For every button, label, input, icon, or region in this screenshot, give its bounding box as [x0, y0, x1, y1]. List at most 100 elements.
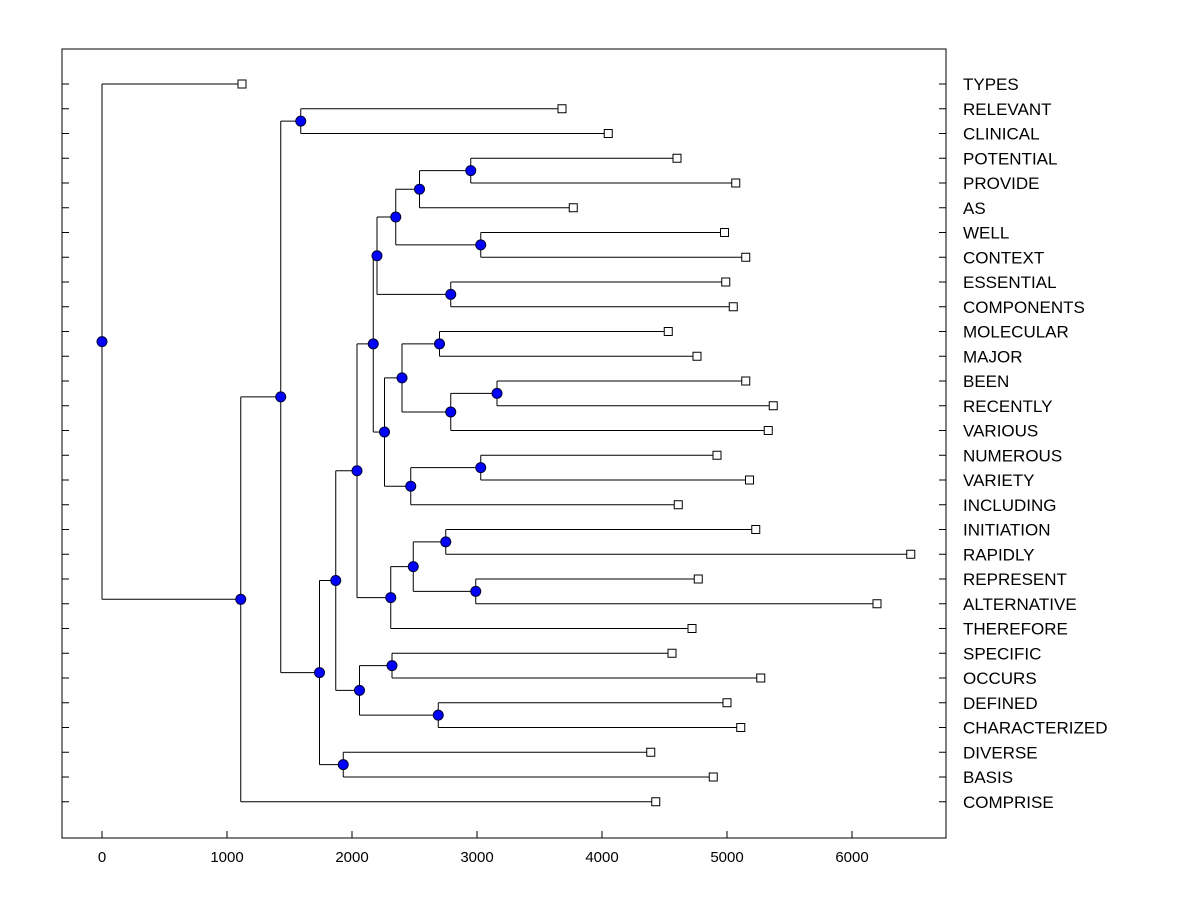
dendrogram-links [101, 83, 907, 803]
merge-node [445, 406, 457, 418]
leaf-label: BEEN [963, 372, 1009, 391]
leaf-label: RELEVANT [963, 100, 1052, 119]
leaf-marker [651, 797, 661, 807]
x-tick-label: 5000 [710, 849, 743, 866]
merge-node [295, 115, 307, 127]
merge-node [275, 391, 287, 403]
plot-frame [61, 48, 947, 839]
leaf-label: RECENTLY [963, 397, 1052, 416]
leaf-marker [768, 401, 778, 411]
merge-node [475, 239, 487, 251]
merge-node [432, 709, 444, 721]
leaf-marker [692, 351, 702, 361]
merge-node [475, 462, 487, 474]
leaf-label: VARIOUS [963, 422, 1038, 441]
leaf-marker [731, 178, 741, 188]
x-tick-label: 4000 [585, 849, 618, 866]
leaf-label: CHARACTERIZED [963, 719, 1108, 738]
leaf-label: MOLECULAR [963, 323, 1069, 342]
merge-node [367, 338, 379, 350]
merge-node [414, 183, 425, 195]
merge-nodes [96, 115, 503, 771]
leaf-label: CONTEXT [963, 248, 1044, 267]
leaf-marker [687, 624, 697, 633]
x-axis: 0 1000 2000 3000 4000 5000 6000 [98, 831, 869, 866]
leaf-marker [741, 252, 751, 262]
leaf-label: REPRESENT [963, 570, 1067, 589]
merge-node [396, 372, 408, 384]
leaf-label: TYPES [963, 75, 1019, 94]
leaf-label: WELL [963, 224, 1009, 243]
leaf-marker [663, 327, 673, 336]
leaf-label: THEREFORE [963, 620, 1068, 639]
leaf-marker [736, 723, 746, 732]
leaf-marker [603, 129, 613, 138]
leaf-marker [728, 302, 738, 312]
leaf-label: COMPRISE [963, 793, 1054, 812]
leaf-marker [741, 376, 751, 386]
leaf-marker [756, 673, 766, 683]
leaf-labels: TYPES RELEVANT CLINICAL POTENTIAL PROVIDE AS W… [963, 75, 1108, 812]
leaf-marker [557, 104, 567, 114]
leaf-marker [722, 698, 732, 708]
merge-node [314, 667, 325, 679]
leaf-marker [721, 277, 731, 287]
leaf-label: ESSENTIAL [963, 273, 1057, 292]
merge-node [440, 536, 452, 548]
left-tick-marks [62, 83, 69, 803]
leaf-marker [872, 599, 882, 609]
leaf-marker [646, 747, 656, 757]
leaf-marker [667, 648, 677, 658]
leaf-label: COMPONENTS [963, 298, 1085, 317]
leaf-marker [673, 500, 683, 510]
leaf-marker [568, 203, 578, 213]
leaf-marker [751, 525, 761, 534]
merge-node [407, 561, 419, 573]
merge-node [385, 592, 397, 604]
leaf-markers [237, 79, 916, 807]
merge-node [354, 684, 365, 696]
leaf-marker [720, 228, 729, 237]
leaf-label: AS [963, 199, 986, 218]
leaf-marker [712, 450, 722, 460]
leaf-label: OCCURS [963, 669, 1037, 688]
leaf-label: MAJOR [963, 347, 1023, 366]
merge-node [386, 660, 398, 672]
right-tick-marks [939, 83, 946, 803]
leaf-label: POTENTIAL [963, 149, 1057, 168]
leaf-label: VARIETY [963, 471, 1034, 490]
merge-node [470, 585, 482, 597]
leaf-label: INCLUDING [963, 496, 1057, 515]
leaf-label: PROVIDE [963, 174, 1040, 193]
merge-node [445, 288, 457, 300]
merge-node [96, 336, 108, 348]
merge-node [405, 480, 417, 492]
leaf-label: BASIS [963, 768, 1013, 787]
merge-node [371, 250, 383, 262]
x-tick-label: 2000 [335, 849, 368, 866]
leaf-label: NUMEROUS [963, 446, 1062, 465]
merge-node [330, 575, 342, 587]
leaf-marker [763, 426, 773, 435]
leaf-label: SPECIFIC [963, 644, 1041, 663]
merge-node [351, 465, 363, 477]
leaf-marker [693, 574, 703, 584]
merge-node [491, 387, 503, 399]
leaf-marker [708, 772, 718, 782]
x-tick-label: 0 [98, 849, 106, 866]
leaf-label: RAPIDLY [963, 545, 1035, 564]
leaf-marker [672, 153, 682, 163]
merge-node [379, 426, 390, 438]
x-tick-label: 3000 [460, 849, 493, 866]
leaf-label: ALTERNATIVE [963, 595, 1077, 614]
leaf-label: INITIATION [963, 521, 1051, 540]
leaf-label: DEFINED [963, 694, 1038, 713]
leaf-label: CLINICAL [963, 125, 1040, 144]
merge-node [235, 593, 247, 605]
merge-node [434, 338, 445, 350]
merge-node [390, 211, 402, 223]
leaf-marker [237, 79, 247, 89]
merge-node [337, 759, 349, 771]
x-tick-label: 1000 [210, 849, 243, 866]
